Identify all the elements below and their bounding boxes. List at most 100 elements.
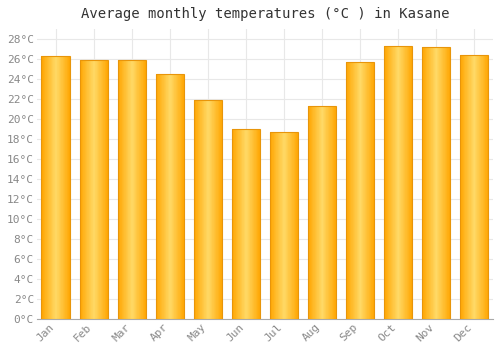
Bar	[100, 60, 101, 319]
Bar	[178, 74, 179, 319]
Bar	[407, 46, 408, 319]
Bar	[135, 60, 136, 319]
Bar	[315, 106, 316, 319]
Bar	[92, 60, 93, 319]
Bar	[312, 106, 313, 319]
Bar	[238, 129, 239, 319]
Bar	[384, 46, 385, 319]
Bar	[482, 55, 483, 319]
Bar	[353, 62, 354, 319]
Bar	[354, 62, 355, 319]
Bar	[460, 55, 461, 319]
Bar	[427, 47, 428, 319]
Bar	[94, 60, 95, 319]
Bar	[85, 60, 86, 319]
Bar	[444, 47, 445, 319]
Bar	[156, 74, 158, 319]
Bar	[84, 60, 85, 319]
Bar	[125, 60, 126, 319]
Bar	[118, 60, 146, 319]
Bar	[134, 60, 135, 319]
Bar	[243, 129, 244, 319]
Bar	[128, 60, 129, 319]
Bar	[433, 47, 434, 319]
Bar	[172, 74, 173, 319]
Bar	[481, 55, 482, 319]
Bar	[254, 129, 255, 319]
Bar	[314, 106, 315, 319]
Bar	[472, 55, 473, 319]
Bar	[372, 62, 373, 319]
Bar	[158, 74, 159, 319]
Bar	[330, 106, 331, 319]
Bar	[362, 62, 363, 319]
Bar	[485, 55, 486, 319]
Bar	[352, 62, 353, 319]
Bar	[239, 129, 240, 319]
Bar	[324, 106, 325, 319]
Bar	[138, 60, 139, 319]
Bar	[288, 132, 289, 319]
Bar	[438, 47, 439, 319]
Bar	[120, 60, 121, 319]
Bar	[246, 129, 247, 319]
Bar	[308, 106, 309, 319]
Bar	[406, 46, 407, 319]
Bar	[180, 74, 181, 319]
Bar	[65, 56, 66, 319]
Bar	[432, 47, 433, 319]
Bar	[67, 56, 68, 319]
Bar	[104, 60, 105, 319]
Bar	[285, 132, 286, 319]
Bar	[477, 55, 478, 319]
Bar	[42, 56, 70, 319]
Bar	[401, 46, 402, 319]
Bar	[140, 60, 141, 319]
Bar	[95, 60, 96, 319]
Bar	[144, 60, 145, 319]
Bar	[82, 60, 83, 319]
Bar	[323, 106, 324, 319]
Bar	[309, 106, 310, 319]
Bar	[448, 47, 449, 319]
Bar	[335, 106, 336, 319]
Bar	[255, 129, 256, 319]
Bar	[437, 47, 438, 319]
Bar	[317, 106, 318, 319]
Bar	[325, 106, 326, 319]
Bar	[121, 60, 122, 319]
Bar	[403, 46, 404, 319]
Bar	[471, 55, 472, 319]
Bar	[175, 74, 176, 319]
Bar	[320, 106, 321, 319]
Bar	[316, 106, 317, 319]
Bar	[43, 56, 44, 319]
Bar	[101, 60, 102, 319]
Bar	[286, 132, 287, 319]
Bar	[408, 46, 409, 319]
Bar	[200, 100, 201, 319]
Bar	[469, 55, 470, 319]
Bar	[143, 60, 144, 319]
Bar	[329, 106, 330, 319]
Bar	[365, 62, 366, 319]
Bar	[280, 132, 281, 319]
Bar	[449, 47, 450, 319]
Bar	[63, 56, 64, 319]
Bar	[167, 74, 168, 319]
Bar	[276, 132, 277, 319]
Bar	[428, 47, 429, 319]
Bar	[86, 60, 87, 319]
Bar	[57, 56, 58, 319]
Bar	[233, 129, 234, 319]
Bar	[322, 106, 323, 319]
Bar	[363, 62, 364, 319]
Bar	[93, 60, 94, 319]
Bar	[392, 46, 393, 319]
Bar	[364, 62, 365, 319]
Bar	[313, 106, 314, 319]
Bar	[124, 60, 125, 319]
Bar	[424, 47, 425, 319]
Bar	[355, 62, 356, 319]
Bar	[96, 60, 97, 319]
